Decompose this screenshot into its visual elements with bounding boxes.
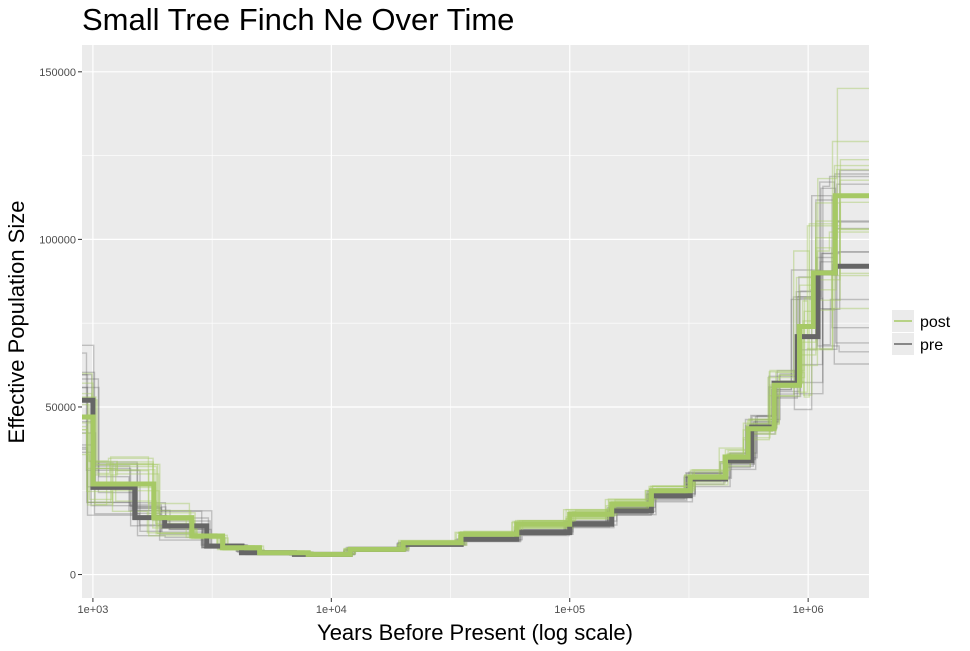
y-tick-label: 100000 [39, 234, 76, 246]
x-tick-label: 1e+05 [554, 604, 585, 616]
grid-lines [82, 45, 869, 598]
y-tick-label: 0 [70, 570, 76, 582]
y-axis-title: Effective Population Size [4, 201, 29, 444]
series-line-post [82, 193, 869, 557]
x-tick-label: 1e+04 [316, 604, 347, 616]
legend-label-pre: pre [920, 337, 943, 354]
x-tick-label: 1e+06 [793, 604, 824, 616]
replicate-line-post [82, 223, 869, 555]
y-tick-label: 150000 [39, 67, 76, 79]
chart-title: Small Tree Finch Ne Over Time [82, 2, 515, 37]
legend: post pre [892, 310, 951, 355]
x-axis-title: Years Before Present (log scale) [317, 620, 633, 645]
y-tick-label: 50000 [45, 402, 76, 414]
plot-panel [82, 45, 869, 598]
legend-label-post: post [920, 314, 951, 331]
x-tick-label: 1e+03 [77, 604, 108, 616]
axes: 0 50000 100000 150000 1e+03 1e+04 1e+05 1e+06 [39, 67, 823, 616]
series-lines [82, 193, 869, 557]
